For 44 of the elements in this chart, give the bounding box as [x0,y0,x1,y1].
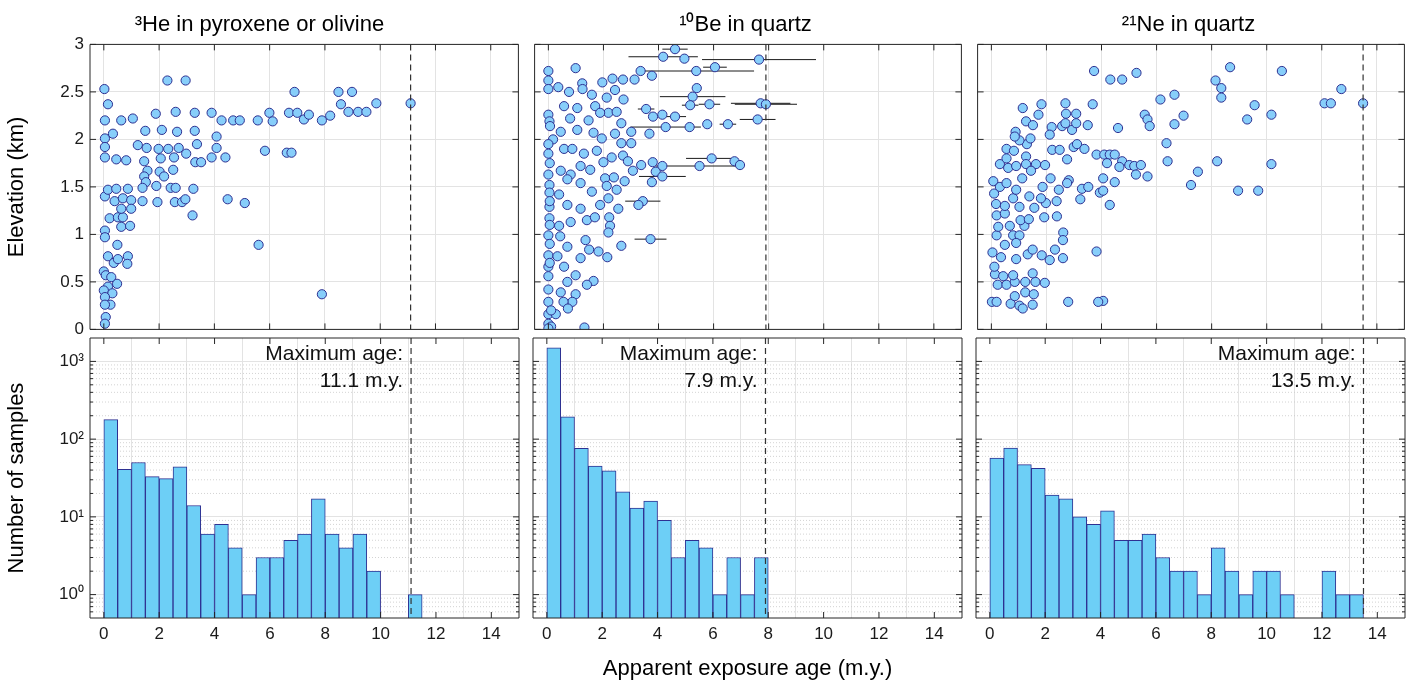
x-tick-label: 2 [597,623,607,643]
x-tick-label: 0 [542,623,552,643]
x-tick-label: 8 [763,623,773,643]
x-tick-label: 2 [154,623,164,643]
x-tick-label: 14 [481,623,501,643]
y-tick-label: 10² [59,428,85,448]
ref-line-label: Maximum age: 13.5 m.y. [1217,341,1356,392]
x-tick-label: 6 [708,623,718,643]
x-tick-label: 8 [320,623,330,643]
y-tick-label: 0 [74,319,84,339]
x-tick-label: 0 [99,623,109,643]
x-tick-label: 14 [1367,623,1387,643]
y-tick-label: 2 [74,129,84,149]
chart-title: ¹⁰Be in quartz [679,11,812,37]
ref-line-label: Maximum age: 7.9 m.y. [619,341,758,392]
y-tick-label: 0.5 [60,271,84,291]
x-tick-label: 0 [985,623,995,643]
x-tick-label: 10 [814,623,834,643]
y-axis-title: Elevation (km) [3,116,29,258]
y-axis-title: Number of samples [3,382,29,574]
y-tick-label: 10⁰ [59,584,84,604]
x-axis-title: Apparent exposure age (m.y.) [602,654,893,680]
chart-title: ³He in pyroxene or olivine [134,11,385,37]
x-tick-label: 6 [265,623,275,643]
ref-line-label: Maximum age: 11.1 m.y. [265,341,404,392]
y-tick-label: 10¹ [59,506,85,526]
x-tick-label: 4 [652,623,663,643]
x-tick-label: 2 [1040,623,1050,643]
x-tick-label: 6 [1151,623,1161,643]
x-tick-label: 12 [1312,623,1332,643]
y-tick-label: 1.5 [60,176,84,196]
y-tick-label: 2.5 [60,81,84,101]
x-tick-label: 14 [924,623,944,643]
y-tick-label: 10³ [59,351,85,371]
x-tick-label: 8 [1206,623,1216,643]
x-tick-label: 10 [1257,623,1277,643]
y-tick-label: 3 [74,34,84,54]
y-tick-label: 1 [74,224,84,244]
chart-title: ²¹Ne in quartz [1121,11,1256,37]
x-tick-label: 10 [371,623,391,643]
x-tick-label: 12 [426,623,446,643]
x-tick-label: 12 [869,623,889,643]
x-tick-label: 4 [209,623,220,643]
x-tick-label: 4 [1095,623,1106,643]
